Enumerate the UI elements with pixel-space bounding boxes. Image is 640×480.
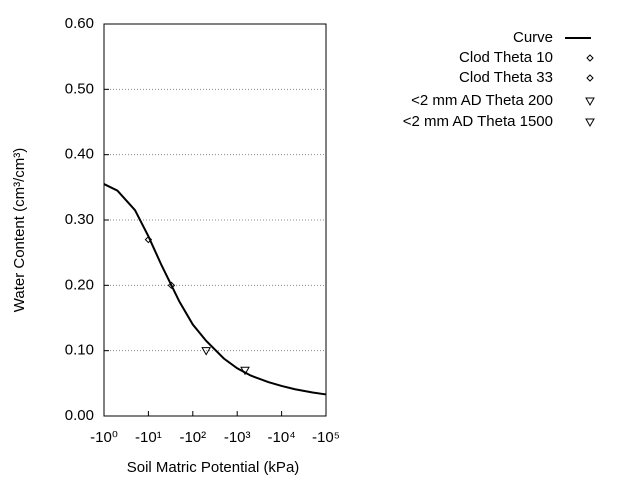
x-tick-label: -10¹ xyxy=(135,429,162,446)
y-tick-label: 0.00 xyxy=(65,407,94,424)
y-tick-label: 0.60 xyxy=(65,15,94,32)
data-point xyxy=(144,235,153,244)
legend-marker xyxy=(586,74,594,82)
legend-label: <2 mm AD Theta 200 xyxy=(411,92,553,109)
data-point xyxy=(240,366,250,376)
legend-label: Clod Theta 10 xyxy=(459,49,553,66)
x-tick-label: -10⁵ xyxy=(312,429,340,446)
x-tick-label: -10² xyxy=(179,429,206,446)
legend-label: <2 mm AD Theta 1500 xyxy=(403,113,553,130)
data-point xyxy=(167,281,176,290)
legend-marker xyxy=(585,118,595,128)
legend-label: Clod Theta 33 xyxy=(459,69,553,86)
y-axis-label: Water Content (cm³/cm³) xyxy=(11,148,28,312)
y-tick-label: 0.10 xyxy=(65,342,94,359)
x-tick-label: -10⁰ xyxy=(90,429,118,446)
legend-label: Curve xyxy=(513,29,553,46)
x-tick-label: -10³ xyxy=(224,429,251,446)
data-point xyxy=(201,347,212,356)
legend-marker xyxy=(586,54,594,62)
plot-frame xyxy=(103,23,327,417)
y-tick-label: 0.20 xyxy=(65,276,94,293)
y-tick-label: 0.30 xyxy=(65,211,94,228)
y-tick-label: 0.50 xyxy=(65,80,94,97)
x-axis-label: Soil Matric Potential (kPa) xyxy=(127,459,300,476)
curve-line xyxy=(103,183,327,396)
x-tick-label: -10⁴ xyxy=(268,429,296,446)
legend-marker xyxy=(585,97,595,107)
y-tick-label: 0.40 xyxy=(65,146,94,163)
